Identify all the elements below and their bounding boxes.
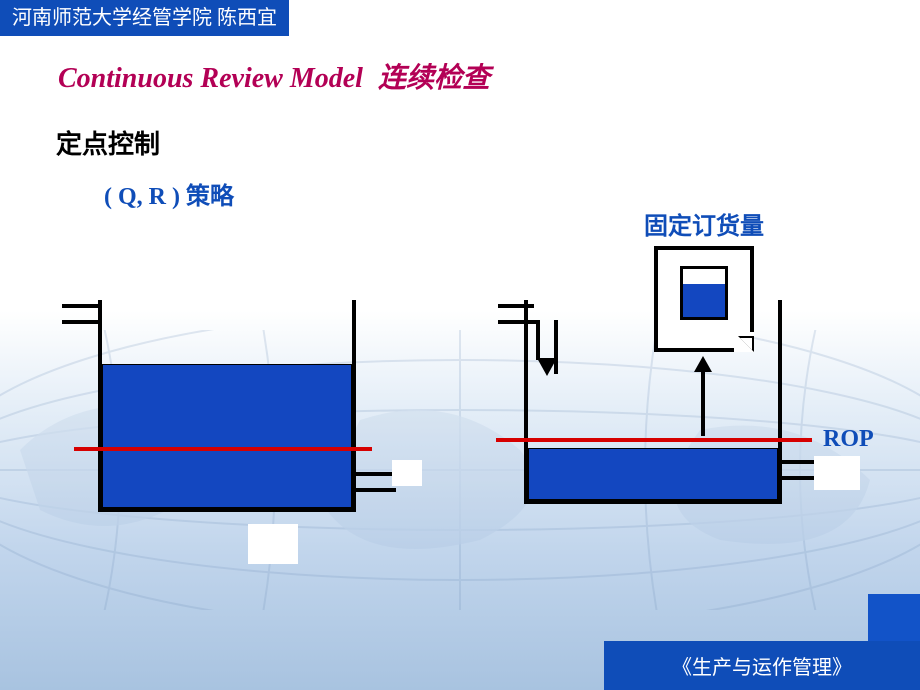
right-tank-inlet-arrow-icon bbox=[537, 358, 557, 376]
left-tank-rop-line bbox=[74, 447, 372, 451]
left-tank-right-wall bbox=[352, 300, 356, 512]
title-chinese: 连续检查 bbox=[378, 63, 490, 94]
footer-step-block bbox=[868, 594, 920, 646]
slide: 河南师范大学经管学院 陈西宜 Continuous Review Model 连… bbox=[0, 0, 920, 690]
right-tank-right-wall bbox=[778, 300, 782, 504]
order-card-inner-fill bbox=[683, 284, 725, 317]
right-tank-inlet-drop-left bbox=[536, 320, 540, 360]
arrow-up-stem bbox=[701, 370, 705, 436]
order-card-fold-inner-icon bbox=[740, 338, 752, 350]
left-tank-outlet-top bbox=[356, 472, 396, 476]
right-tank-inlet-bottom bbox=[498, 320, 540, 324]
right-tank-inlet-top bbox=[498, 304, 534, 308]
right-tank-water bbox=[528, 448, 778, 500]
header-org-author: 河南师范大学经管学院 陈西宜 bbox=[0, 0, 289, 36]
rop-label: ROP bbox=[823, 426, 874, 453]
left-tank-bottom-wall bbox=[98, 508, 356, 512]
left-tank-bottom-patch bbox=[248, 524, 298, 564]
left-tank-outlet-bottom bbox=[356, 488, 396, 492]
right-tank-right-patch bbox=[814, 456, 860, 490]
footer-book-title: 《生产与运作管理》 bbox=[604, 641, 920, 690]
mid-white-patch bbox=[392, 460, 422, 486]
subtitle: 定点控制 bbox=[56, 124, 160, 161]
qr-strategy-label: ( Q, R ) 策略 bbox=[104, 176, 234, 211]
slide-title: Continuous Review Model 连续检查 bbox=[58, 56, 490, 96]
fixed-order-qty-label: 固定订货量 bbox=[644, 206, 764, 241]
right-tank-rop-line bbox=[496, 438, 812, 442]
left-tank-inlet-top bbox=[62, 304, 102, 308]
left-tank-inlet-bottom bbox=[62, 320, 102, 324]
right-tank-bottom-wall bbox=[524, 500, 782, 504]
title-english: Continuous Review Model bbox=[58, 63, 363, 94]
order-card bbox=[654, 246, 754, 352]
left-tank-water bbox=[102, 364, 352, 508]
